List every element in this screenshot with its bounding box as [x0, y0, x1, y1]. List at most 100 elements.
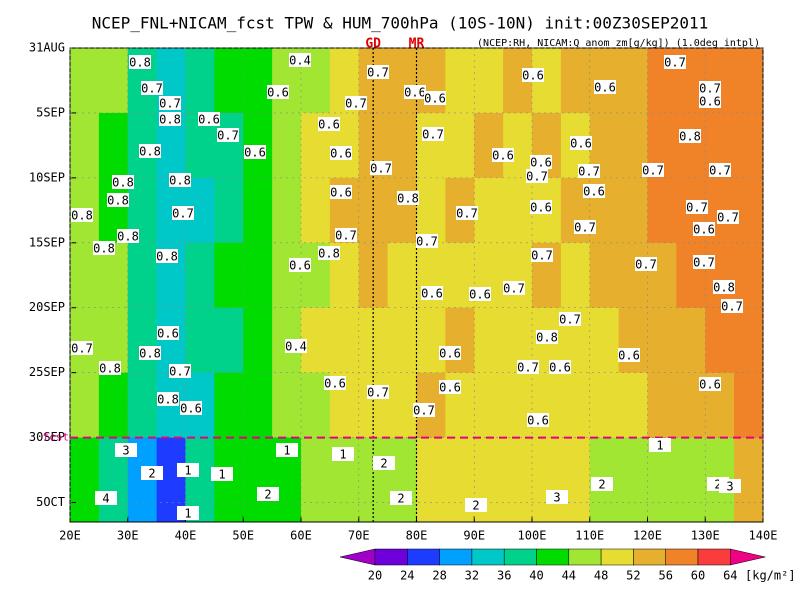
contour-label-box — [129, 55, 151, 69]
contour-label-box — [530, 200, 552, 214]
field-cell — [589, 242, 620, 309]
contour-label-box — [693, 222, 715, 236]
contour-label-box — [570, 136, 592, 150]
contour-label: 4 — [102, 492, 109, 506]
contour-label: 0.7 — [422, 128, 444, 142]
colorbar-box — [503, 548, 537, 566]
contour-label: 0.6 — [439, 381, 461, 395]
contour-label: 0.8 — [713, 281, 735, 295]
contour-label-box — [699, 81, 721, 95]
colorbar-label: 40 — [529, 569, 543, 583]
y-tick-label: 5SEP — [36, 105, 65, 119]
y-tick-label: 5OCT — [36, 495, 65, 509]
chart-subtitle: (NCEP:RH, NICAM:Q anom zm[g/kg]) (1.0deg… — [477, 38, 760, 49]
contour-label-box — [526, 169, 548, 183]
contour-label: 0.6 — [289, 259, 311, 273]
contour-label-box — [112, 175, 134, 189]
contour-label: 0.7 — [335, 229, 357, 243]
field-cell — [474, 48, 504, 114]
contour-label: 2 — [380, 457, 387, 471]
contour-label: 0.6 — [330, 186, 352, 200]
contour-label: 0.7 — [686, 201, 708, 215]
contour-label-box — [531, 248, 553, 262]
contour-label-box — [217, 128, 239, 142]
field-cell — [214, 242, 244, 309]
contour-label-box — [686, 200, 708, 214]
contour-label-box — [503, 281, 525, 295]
contour-label-box — [117, 229, 139, 243]
colorbar-box — [600, 548, 634, 566]
field-cell — [647, 177, 677, 244]
field-cell — [734, 177, 764, 244]
contour-label-box — [257, 487, 279, 501]
field-cell — [416, 112, 446, 179]
contour-label: 0.8 — [156, 250, 178, 264]
contour-label: 0.7 — [141, 82, 163, 96]
x-tick-label: 30E — [117, 529, 139, 543]
colorbar-label: 24 — [400, 569, 414, 583]
contour-label-box — [594, 80, 616, 94]
field-cell — [503, 372, 533, 439]
contour-label: 0.8 — [107, 194, 129, 208]
contour-label-box — [699, 94, 721, 108]
y-tick-label: 10SEP — [29, 170, 65, 184]
contour-label: 1 — [283, 444, 290, 458]
contour-label: 0.6 — [157, 327, 179, 341]
field-cell — [243, 437, 273, 523]
field-cell — [98, 372, 129, 439]
contour-label: 0.7 — [159, 97, 181, 111]
contour-label: 0.7 — [416, 235, 438, 249]
field-cell — [474, 177, 504, 244]
field-cell — [532, 372, 562, 439]
contour-label-box — [373, 456, 395, 470]
y-tick-label: 20SEP — [29, 300, 65, 314]
field-cell — [70, 372, 100, 439]
field-cell — [503, 177, 533, 244]
field-cell — [734, 112, 764, 179]
field-cell — [243, 242, 273, 309]
contour-label: 0.7 — [367, 66, 389, 80]
x-tick-label: 40E — [175, 529, 197, 543]
contour-label: 0.8 — [139, 145, 161, 159]
field-cell — [272, 242, 302, 309]
contour-label: 0.7 — [709, 164, 731, 178]
field-cell — [214, 177, 244, 244]
contour-label-box — [635, 257, 657, 271]
colorbar-box — [407, 548, 440, 566]
field-cell — [503, 112, 533, 179]
field-cell — [734, 48, 764, 114]
field-cell — [156, 307, 186, 374]
colorbar-box — [633, 548, 666, 566]
contour-label: 0.8 — [159, 113, 181, 127]
contour-label: 0.8 — [679, 130, 701, 144]
contour-label-box — [709, 163, 731, 177]
contour-label: 0.7 — [693, 256, 715, 270]
contour-label-box — [157, 392, 179, 406]
contour-label: 0.6 — [492, 149, 514, 163]
field-cell — [185, 48, 215, 114]
colorbar-box — [439, 548, 473, 566]
colorbar-box — [568, 548, 602, 566]
contour-label-box — [664, 55, 686, 69]
field-cell — [185, 242, 215, 309]
field-cell — [705, 242, 735, 309]
contour-label-box — [416, 234, 438, 248]
field-cell — [214, 48, 244, 114]
contour-label-box — [285, 339, 307, 353]
field-cell — [676, 307, 706, 374]
field-cell — [387, 177, 417, 244]
contour-label-box — [527, 413, 549, 427]
x-tick-label: 20E — [59, 529, 81, 543]
x-tick-label: 50E — [232, 529, 254, 543]
contour-label: 0.6 — [421, 287, 443, 301]
contour-label-box — [465, 498, 487, 512]
field-cell — [127, 307, 158, 374]
contour-label-box — [115, 443, 137, 457]
field-cell — [416, 437, 446, 523]
contour-label-box — [517, 360, 539, 374]
field-cell — [387, 112, 417, 179]
contour-label: 3 — [726, 480, 733, 494]
x-tick-label: 90E — [463, 529, 485, 543]
contour-label-box — [367, 65, 389, 79]
contour-label-box — [699, 377, 721, 391]
